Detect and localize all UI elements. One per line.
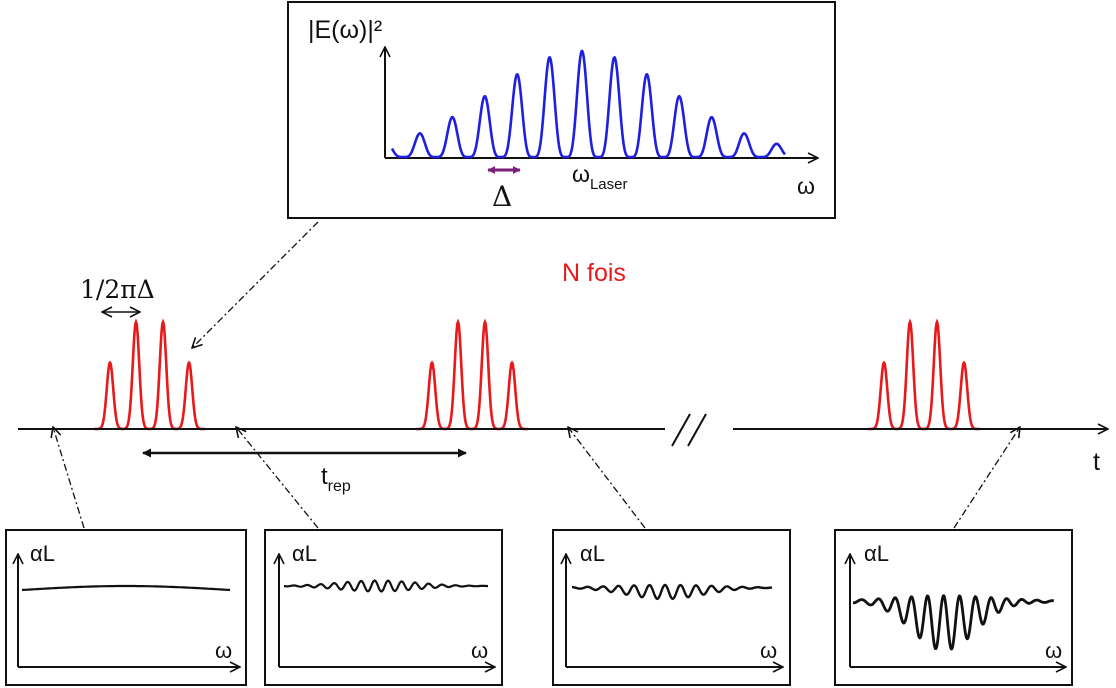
- spectrum-panel-frame: [287, 1, 836, 219]
- pulse-train-3: [868, 318, 980, 431]
- absorption-panel-3: αL ω: [552, 529, 791, 686]
- absorption-pointer-4: [953, 427, 1020, 529]
- pulse-spacing-label: 1/2πΔ: [80, 275, 155, 304]
- absorption-panel-4-y-label: αL: [864, 541, 889, 566]
- absorption-pointer-2: [236, 427, 319, 529]
- absorption-panel-2: αL ω: [264, 529, 503, 686]
- absorption-panel-1: αL ω: [5, 529, 247, 686]
- repetition-period-label: trep: [321, 463, 351, 495]
- spectrum-panel: |E(ω)|² Δ ωLaser ω: [287, 1, 836, 219]
- absorption-panel-1-x-label: ω: [215, 638, 232, 663]
- absorption-panel-4: αL ω: [834, 529, 1073, 686]
- axis-break-mark-2: [687, 413, 707, 447]
- absorption-panel-4-frame: [834, 529, 1073, 686]
- absorption-panel-2-curve: [284, 579, 488, 593]
- absorption-pointer-3: [568, 427, 646, 529]
- absorption-panel-2-frame: [264, 529, 503, 686]
- pulse-train-1: [94, 318, 205, 431]
- laser-subscript: Laser: [590, 176, 628, 193]
- axis-break-mark-1: [671, 413, 691, 447]
- absorption-panel-4-curve: [853, 594, 1055, 651]
- absorption-panel-2-y-label: αL: [292, 541, 317, 566]
- absorption-panel-3-curve: [572, 583, 773, 601]
- repeat-count-label: N fois: [562, 259, 626, 287]
- repetition-t: t: [321, 463, 328, 490]
- absorption-panel-3-y-label: αL: [580, 541, 605, 566]
- absorption-panel-2-x-label: ω: [471, 638, 488, 663]
- spacing-label: Δ: [492, 180, 512, 213]
- spectrum-comb-curve: [390, 49, 786, 159]
- laser-frequency-label: ωLaser: [572, 161, 628, 193]
- time-axis-label: t: [1093, 448, 1100, 476]
- absorption-panel-1-y-label: αL: [30, 541, 55, 566]
- pulse-train-2: [416, 318, 528, 431]
- time-axis-group: N fois 1/2πΔ t trep: [18, 259, 1108, 495]
- absorption-panel-3-frame: [552, 529, 791, 686]
- laser-omega: ω: [572, 161, 590, 187]
- absorption-pointer-1: [53, 427, 85, 529]
- spectrum-pointer-arrow: [192, 221, 319, 348]
- absorption-panel-1-curve: [21, 584, 231, 592]
- absorption-panel-4-x-label: ω: [1045, 638, 1062, 663]
- spectrum-x-label: ω: [797, 173, 815, 199]
- absorption-panel-1-frame: [5, 529, 247, 686]
- absorption-panel-3-x-label: ω: [760, 638, 777, 663]
- spectrum-y-label: |E(ω)|²: [308, 16, 382, 44]
- repetition-subscript: rep: [328, 478, 351, 495]
